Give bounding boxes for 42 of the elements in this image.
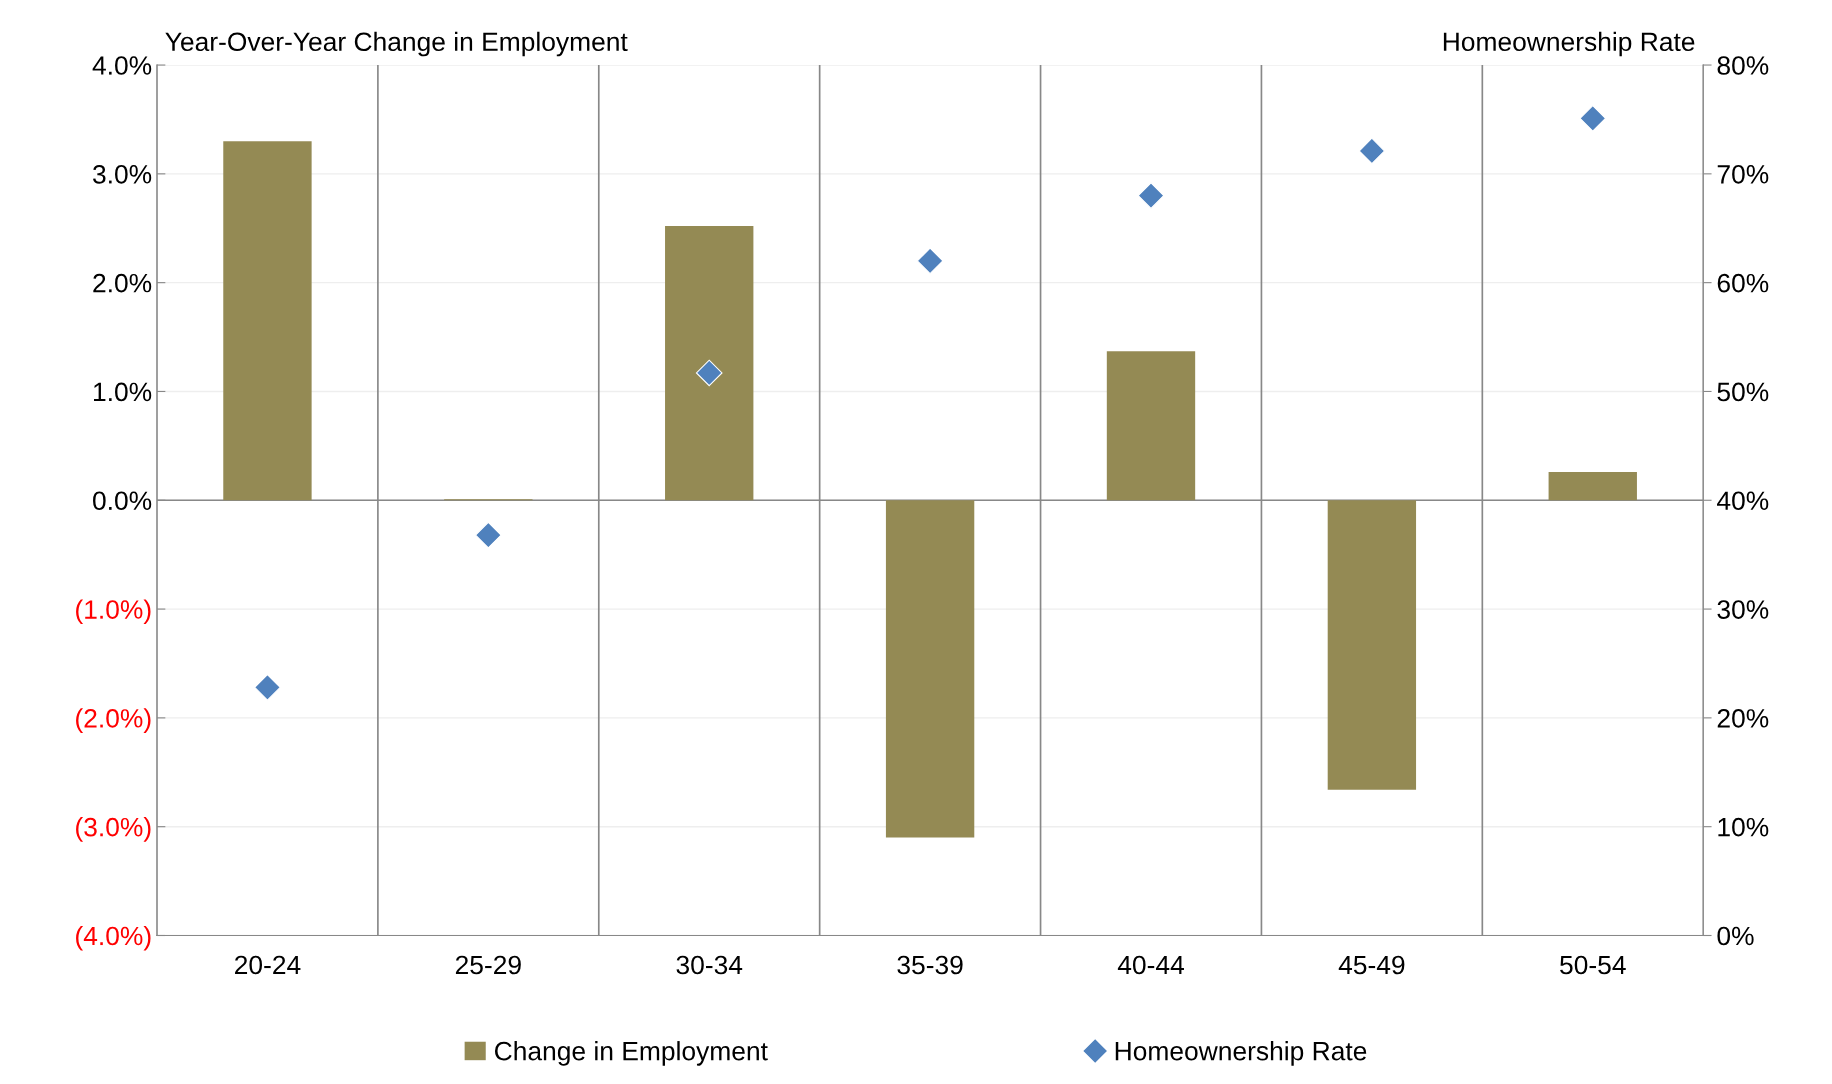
y-tick-label: 1.0% bbox=[94, 382, 152, 402]
y2-tick-label: 40% bbox=[1717, 491, 1769, 511]
x-tick-label: 25-29 bbox=[455, 955, 521, 975]
y-tick-label: 0.0% bbox=[93, 491, 152, 511]
legend-label: Change in Employment bbox=[495, 1041, 768, 1066]
bar bbox=[885, 500, 975, 838]
point bbox=[695, 359, 723, 387]
y-tick-label: 2.0% bbox=[93, 273, 152, 293]
legend-label: Homeownership Rate bbox=[1115, 1041, 1367, 1066]
y-tick-label: 3.0% bbox=[93, 164, 152, 184]
bar bbox=[665, 226, 754, 501]
bar bbox=[1548, 471, 1637, 501]
y-axis-title: Year-Over-Year Change in Employment bbox=[165, 31, 628, 57]
point bbox=[1579, 105, 1607, 132]
y2-axis-title: Homeownership Rate bbox=[1443, 31, 1695, 57]
y2-tick-label: 20% bbox=[1717, 709, 1769, 728]
bar bbox=[223, 141, 312, 501]
point bbox=[254, 674, 281, 701]
y2-tick-label: 80% bbox=[1717, 56, 1769, 75]
y2-tick-label: 50% bbox=[1717, 382, 1769, 402]
bar bbox=[1106, 351, 1196, 501]
y2-tick-label: 30% bbox=[1717, 600, 1769, 619]
y2-tick-label: 0% bbox=[1717, 926, 1754, 946]
x-tick-label: 35-39 bbox=[897, 955, 963, 975]
x-tick-label: 50-54 bbox=[1560, 955, 1626, 975]
x-tick-label: 45-49 bbox=[1338, 955, 1405, 975]
point bbox=[475, 521, 502, 549]
y-tick-label: (2.0%) bbox=[76, 708, 151, 733]
y2-tick-label: 10% bbox=[1718, 817, 1769, 837]
x-tick-label: 20-24 bbox=[235, 955, 301, 975]
y2-tick-label: 60% bbox=[1717, 273, 1769, 293]
point bbox=[916, 247, 944, 275]
point bbox=[1358, 137, 1386, 165]
point bbox=[1137, 182, 1165, 209]
y-tick-label: (1.0%) bbox=[76, 599, 151, 625]
bar bbox=[1327, 500, 1417, 790]
y2-tick-label: 70% bbox=[1717, 164, 1769, 184]
y-tick-label: (3.0%) bbox=[76, 817, 151, 842]
y-tick-label: (4.0%) bbox=[76, 925, 151, 951]
x-tick-label: 30-34 bbox=[676, 955, 743, 975]
y-tick-label: 4.0% bbox=[92, 56, 152, 75]
x-tick-label: 40-44 bbox=[1117, 955, 1184, 975]
